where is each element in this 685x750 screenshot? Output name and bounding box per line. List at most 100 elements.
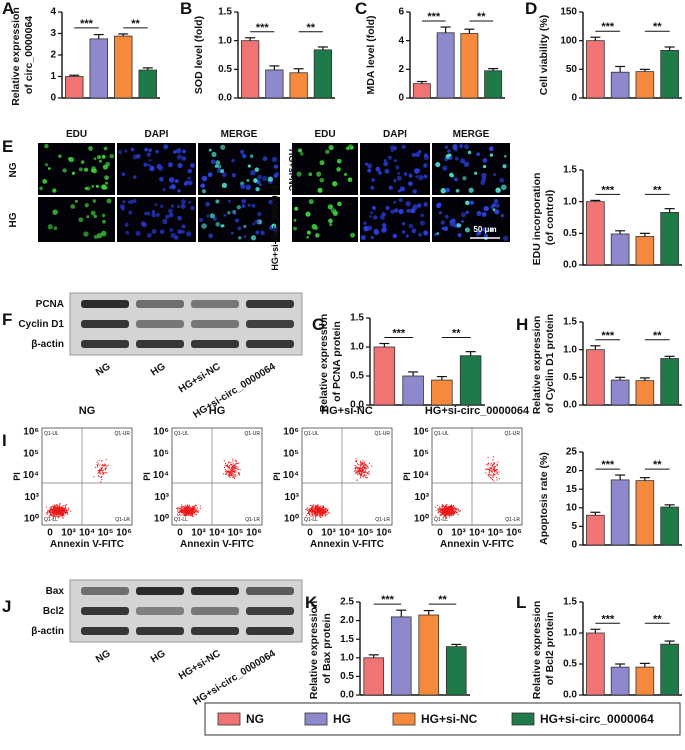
cell	[210, 159, 216, 165]
cell	[205, 201, 210, 207]
cell	[455, 188, 460, 193]
quadrant-label: Q1-UR	[244, 431, 260, 437]
cell	[476, 152, 480, 157]
event	[196, 507, 198, 509]
cell	[370, 211, 373, 215]
cell	[254, 219, 260, 224]
cell	[367, 168, 372, 173]
event	[490, 477, 493, 479]
event	[225, 462, 227, 464]
cell	[141, 222, 147, 228]
event	[192, 515, 194, 517]
cell	[187, 180, 193, 186]
event	[54, 512, 56, 514]
event	[365, 465, 368, 467]
event	[60, 506, 62, 509]
event	[64, 507, 66, 509]
cell	[464, 144, 470, 150]
cell	[434, 232, 438, 237]
error-bar	[423, 609, 434, 616]
event	[62, 505, 64, 507]
cell	[423, 164, 428, 168]
bar	[460, 33, 479, 99]
cell	[118, 150, 123, 155]
event	[97, 463, 100, 465]
event	[186, 507, 189, 509]
event	[366, 473, 369, 475]
flow-y-tick: 10⁵	[413, 448, 429, 459]
cell	[402, 222, 406, 226]
event	[453, 507, 455, 510]
significance-label: **	[653, 613, 662, 625]
flow-x-tick: 10⁶	[376, 528, 392, 539]
event	[56, 508, 58, 510]
column-header: MERGE	[453, 129, 490, 140]
event	[181, 507, 183, 509]
bar	[586, 632, 605, 696]
event	[184, 515, 186, 517]
quadrant-label: Q1-LL	[304, 517, 318, 523]
lane-label: HG	[149, 648, 168, 665]
event	[315, 515, 317, 517]
cell	[217, 164, 222, 169]
event	[495, 469, 498, 471]
event	[57, 517, 59, 519]
error-bar	[465, 351, 476, 356]
event	[326, 509, 329, 511]
cell	[151, 209, 156, 214]
column-header: DAPI	[145, 129, 169, 140]
cell	[337, 201, 342, 207]
event	[447, 513, 449, 515]
cell	[463, 161, 470, 168]
event	[190, 508, 192, 510]
cell	[257, 211, 262, 217]
event	[368, 473, 370, 475]
event	[185, 505, 187, 507]
event	[324, 514, 326, 516]
significance-label: ***	[392, 328, 406, 340]
error-bar	[317, 46, 328, 50]
event	[104, 463, 106, 465]
event	[224, 465, 226, 467]
y-axis-label: Relative expression of Bcl2 protein	[531, 598, 556, 700]
error-bar	[639, 477, 650, 481]
event	[62, 517, 64, 519]
event	[189, 514, 191, 516]
event	[365, 474, 367, 476]
error-bar	[69, 74, 80, 77]
event	[232, 460, 234, 462]
event	[358, 467, 361, 469]
cell	[393, 159, 397, 163]
y-axis-label: Relative expression of Bax protein	[308, 598, 333, 700]
label-line: (of control)	[544, 190, 556, 245]
event	[439, 509, 441, 511]
event	[361, 470, 363, 472]
event	[104, 467, 107, 470]
quadrant-label: Q1-UL	[304, 431, 319, 437]
cell	[90, 210, 96, 216]
bar	[265, 69, 284, 99]
y-axis-label: Relative expression of Cyclin D1 protein	[531, 313, 556, 415]
event	[438, 508, 440, 510]
event	[317, 510, 319, 512]
cell	[460, 158, 466, 164]
event	[359, 477, 362, 479]
event	[449, 506, 451, 508]
event	[239, 469, 241, 471]
cell	[251, 203, 256, 208]
legend-swatch	[217, 712, 241, 726]
event	[445, 508, 448, 510]
y-tick-label: 1.0	[563, 344, 577, 355]
bar	[660, 358, 679, 406]
bar	[610, 233, 630, 266]
cell	[172, 150, 177, 154]
band	[81, 300, 129, 308]
event	[229, 476, 231, 478]
event	[193, 512, 195, 515]
significance-label: ***	[80, 18, 94, 30]
significance-label: ***	[427, 11, 441, 23]
cell	[62, 168, 67, 173]
event	[360, 471, 362, 473]
event	[489, 477, 492, 479]
cell	[368, 215, 372, 219]
